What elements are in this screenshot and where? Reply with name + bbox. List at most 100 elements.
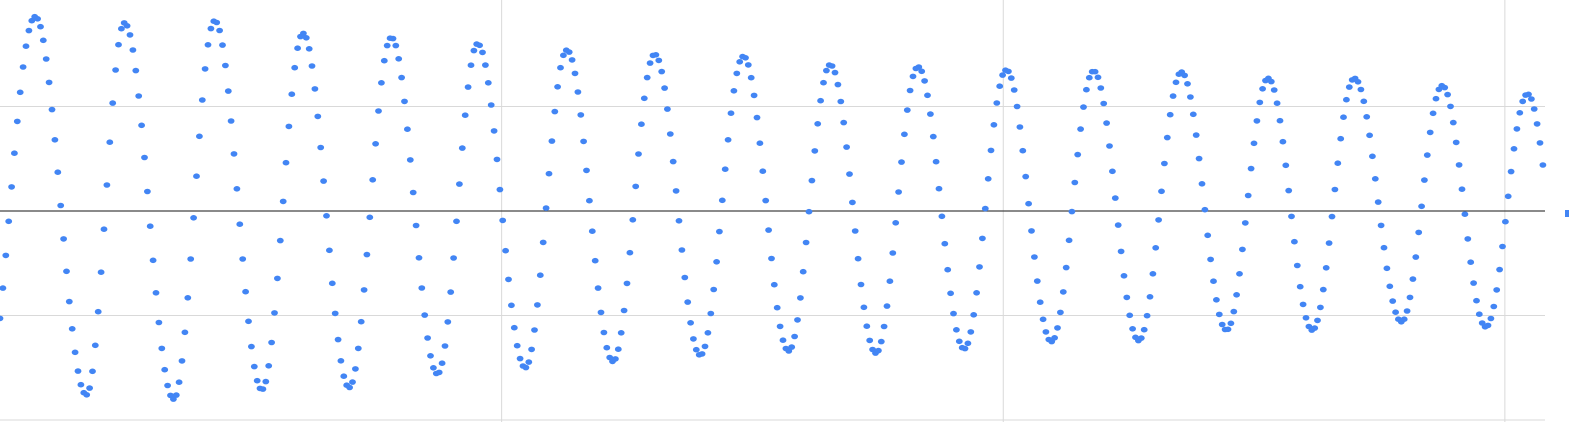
data-point-76	[216, 27, 224, 34]
data-point-125	[357, 318, 365, 325]
data-point-481	[1386, 283, 1394, 290]
data-point-517	[1490, 303, 1498, 310]
data-point-252	[724, 137, 732, 143]
data-point-140	[401, 98, 408, 105]
data-point-8	[19, 64, 27, 70]
data-point-139	[398, 74, 405, 81]
data-point-250	[718, 197, 726, 204]
data-point-128	[366, 214, 374, 221]
data-point-369	[1062, 264, 1070, 271]
data-point-516	[1487, 315, 1495, 322]
data-point-332	[955, 338, 963, 345]
data-point-510	[1470, 280, 1477, 286]
data-point-478	[1377, 222, 1385, 229]
data-point-437	[1259, 86, 1266, 92]
data-point-113	[323, 213, 330, 219]
data-point-160	[458, 145, 466, 151]
data-point-511	[1473, 297, 1480, 304]
data-point-97	[276, 237, 284, 244]
data-point-197	[565, 49, 573, 55]
data-point-249	[716, 228, 723, 235]
data-point-534	[1539, 162, 1547, 168]
data-point-192	[551, 108, 559, 115]
data-point-110	[314, 113, 322, 120]
data-point-395	[1137, 335, 1145, 341]
data-point-124	[354, 345, 362, 352]
data-point-19	[51, 137, 59, 143]
data-point-294	[846, 171, 853, 177]
data-point-497	[1432, 95, 1440, 102]
data-point-51	[144, 188, 151, 195]
data-point-476	[1371, 176, 1379, 182]
data-point-238	[684, 299, 692, 305]
data-point-397	[1143, 312, 1151, 319]
data-point-306	[880, 323, 888, 330]
data-point-239	[687, 320, 694, 326]
data-point-201	[577, 112, 585, 118]
data-point-267	[768, 255, 775, 262]
data-point-213	[612, 356, 619, 362]
data-point-524	[1510, 146, 1518, 152]
data-point-417	[1201, 206, 1209, 213]
data-point-154	[441, 343, 449, 349]
data-point-229	[658, 68, 666, 75]
data-point-343	[987, 147, 995, 154]
data-point-426	[1227, 320, 1235, 327]
data-point-441	[1270, 87, 1278, 93]
data-point-286	[823, 67, 830, 74]
data-point-347	[999, 72, 1006, 78]
data-point-445	[1282, 162, 1290, 169]
data-point-3	[5, 218, 13, 225]
data-point-183	[525, 359, 533, 365]
data-point-341	[981, 205, 989, 212]
data-point-143	[409, 189, 417, 196]
data-point-390	[1123, 294, 1131, 301]
data-point-423	[1218, 321, 1226, 328]
data-point-406	[1169, 93, 1177, 99]
data-point-112	[320, 178, 327, 184]
data-point-308	[886, 278, 894, 285]
data-point-162	[464, 84, 472, 90]
data-point-376	[1083, 86, 1090, 93]
data-point-216	[620, 307, 628, 314]
data-point-274	[788, 344, 796, 350]
data-point-292	[840, 119, 848, 126]
data-point-224	[643, 74, 651, 81]
data-point-529	[1525, 91, 1532, 98]
data-point-521	[1502, 218, 1509, 225]
data-point-240	[690, 336, 697, 342]
data-point-275	[791, 333, 798, 340]
data-point-186	[534, 302, 541, 308]
data-point-147	[421, 312, 429, 318]
data-point-221	[635, 151, 642, 157]
data-point-95	[271, 310, 278, 316]
data-point-519	[1496, 266, 1503, 273]
data-point-430	[1239, 246, 1246, 253]
data-point-225	[646, 60, 654, 66]
data-point-182	[522, 364, 530, 371]
data-point-67	[190, 215, 198, 221]
data-point-247	[710, 286, 718, 293]
data-point-466	[1343, 96, 1350, 103]
data-point-83	[236, 221, 244, 227]
data-point-331	[953, 327, 960, 333]
data-point-54	[152, 290, 160, 296]
data-point-487	[1403, 308, 1411, 314]
data-point-458	[1319, 286, 1327, 293]
data-point-467	[1345, 84, 1353, 90]
data-point-459	[1322, 265, 1330, 271]
data-point-148	[424, 335, 431, 341]
data-point-30	[83, 392, 91, 398]
data-point-235	[675, 218, 683, 224]
data-point-380	[1094, 74, 1102, 81]
data-point-228	[655, 57, 663, 64]
data-point-17	[45, 79, 53, 86]
data-point-255	[733, 70, 741, 77]
data-point-365	[1051, 335, 1058, 341]
data-point-243	[698, 351, 706, 357]
data-point-16	[42, 56, 50, 62]
data-point-103	[294, 45, 301, 51]
data-point-184	[528, 346, 535, 353]
data-point-161	[461, 112, 469, 118]
